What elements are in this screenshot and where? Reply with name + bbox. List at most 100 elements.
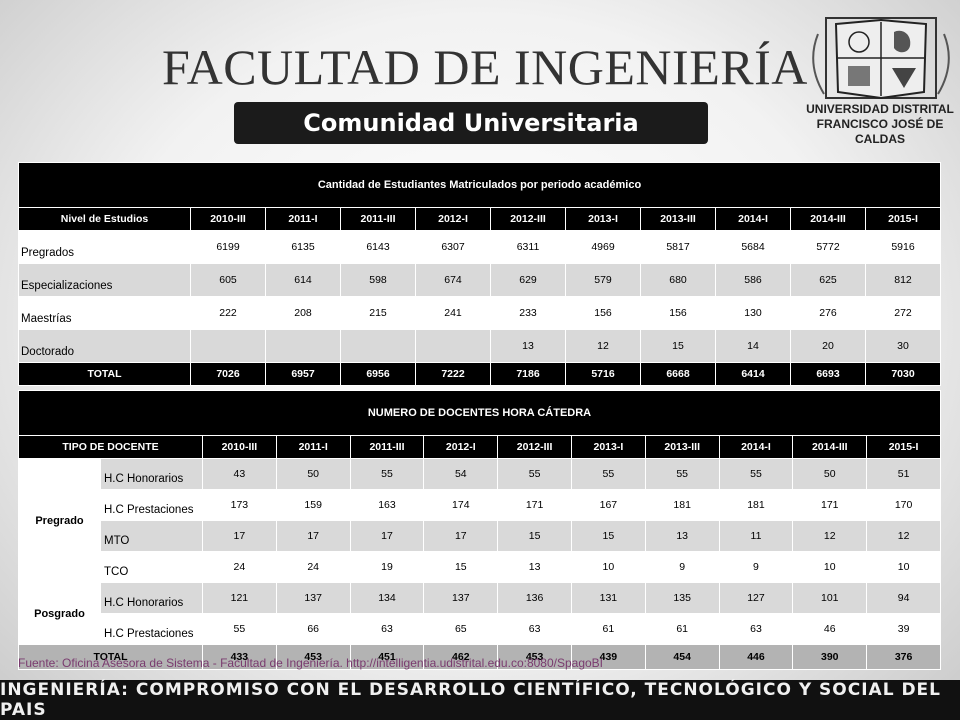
total-row: TOTAL 7026 6957 6956 7222 7186 5716 6668… <box>18 362 942 386</box>
column-header: 2013-III <box>640 207 716 231</box>
teachers-table: NUMERO DE DOCENTES HORA CÁTEDRA TIPO DE … <box>18 390 941 670</box>
total-cell: 6956 <box>340 362 416 386</box>
table-cell: 163 <box>349 489 425 521</box>
footer-banner: INGENIERÍA: COMPROMISO CON EL DESARROLLO… <box>0 680 960 720</box>
table-cell: 66 <box>275 613 351 645</box>
table-cell: 39 <box>866 613 941 645</box>
table-cell: 625 <box>790 263 866 297</box>
table-row: Especializaciones 605 614 598 674 629 57… <box>18 263 942 297</box>
table-cell: 167 <box>570 489 646 521</box>
table-row: MTO 17 17 17 17 15 15 13 11 12 12 <box>19 520 941 552</box>
table-cell: 63 <box>497 613 572 645</box>
total-cell: 7186 <box>490 362 566 386</box>
table-cell: 24 <box>202 551 277 583</box>
table-cell: 13 <box>644 520 720 552</box>
table-cell: 9 <box>718 551 794 583</box>
total-cell: 6668 <box>640 362 716 386</box>
table-cell: 171 <box>497 489 572 521</box>
table-cell: 6311 <box>490 230 566 264</box>
table-cell: 6143 <box>340 230 416 264</box>
table-cell: 17 <box>349 520 425 552</box>
table-cell: 9 <box>644 551 720 583</box>
table-cell: 30 <box>864 329 942 363</box>
column-header: 2013-I <box>570 435 646 459</box>
column-header: 2012-III <box>490 207 566 231</box>
table-cell <box>190 329 266 363</box>
table-cell: 215 <box>340 296 416 330</box>
row-label: TCO <box>100 551 203 583</box>
table-cell: 812 <box>864 263 942 297</box>
table-cell: 156 <box>565 296 641 330</box>
column-header: 2013-III <box>644 435 720 459</box>
table-cell: 135 <box>644 582 720 614</box>
row-label: H.C Honorarios <box>100 582 203 614</box>
column-header: 2011-III <box>349 435 425 459</box>
table-cell: 55 <box>718 458 794 490</box>
table-cell: 14 <box>715 329 791 363</box>
table-row: H.C Prestaciones 55 66 63 65 63 61 61 63… <box>19 613 941 645</box>
table-cell: 55 <box>644 458 720 490</box>
column-header: 2011-I <box>275 435 351 459</box>
table-cell: 17 <box>202 520 277 552</box>
row-label: H.C Prestaciones <box>100 613 203 645</box>
section-subtitle: Comunidad Universitaria <box>234 102 708 144</box>
table-cell: 15 <box>640 329 716 363</box>
table-cell: 208 <box>265 296 341 330</box>
table-cell: 61 <box>644 613 720 645</box>
total-cell: 6693 <box>790 362 866 386</box>
table-cell: 24 <box>275 551 351 583</box>
table-cell: 13 <box>497 551 572 583</box>
table-cell: 680 <box>640 263 716 297</box>
total-cell: 453 <box>275 644 351 670</box>
table-cell: 171 <box>792 489 868 521</box>
table-cell: 4969 <box>565 230 641 264</box>
table-cell: 181 <box>718 489 794 521</box>
table-cell: 5916 <box>864 230 942 264</box>
column-header: 2014-I <box>715 207 791 231</box>
table-cell: 61 <box>570 613 646 645</box>
table-cell: 614 <box>265 263 341 297</box>
page-title: FACULTAD DE INGENIERÍA <box>162 39 808 95</box>
total-cell: 454 <box>644 644 720 670</box>
column-header: 2011-III <box>340 207 416 231</box>
table-row: TCO 24 24 19 15 13 10 9 9 10 10 <box>19 551 941 583</box>
column-header: 2010-III <box>202 435 277 459</box>
table-row: H.C Prestaciones 173 159 163 174 171 167… <box>19 489 941 521</box>
table-cell: 222 <box>190 296 266 330</box>
column-header: 2011-I <box>265 207 341 231</box>
total-label: TOTAL <box>18 362 191 386</box>
table-cell: 11 <box>718 520 794 552</box>
group-label: Pregrado <box>18 458 101 583</box>
table-cell: 173 <box>202 489 277 521</box>
university-crest-icon <box>806 14 956 154</box>
total-cell: 439 <box>570 644 646 670</box>
table-cell: 241 <box>415 296 491 330</box>
column-header: 2014-III <box>790 207 866 231</box>
table-cell: 17 <box>423 520 499 552</box>
table-cell: 55 <box>202 613 277 645</box>
table-cell: 586 <box>715 263 791 297</box>
table-cell: 17 <box>275 520 351 552</box>
table-cell: 137 <box>275 582 351 614</box>
total-row: TOTAL 433 453 451 462 453 439 454 446 39… <box>18 644 941 670</box>
table-cell: 54 <box>423 458 499 490</box>
table-cell: 63 <box>349 613 425 645</box>
table-cell: 605 <box>190 263 266 297</box>
row-label: H.C Prestaciones <box>100 489 203 521</box>
table-cell: 55 <box>349 458 425 490</box>
row-label: Maestrías <box>18 296 191 330</box>
table-cell: 50 <box>275 458 351 490</box>
table-cell: 10 <box>866 551 941 583</box>
table-cell: 5772 <box>790 230 866 264</box>
table-cell: 131 <box>570 582 646 614</box>
total-cell: 433 <box>202 644 277 670</box>
total-cell: 390 <box>792 644 868 670</box>
table-cell: 12 <box>866 520 941 552</box>
column-header: 2012-III <box>497 435 572 459</box>
total-label: TOTAL <box>18 644 203 670</box>
row-label: MTO <box>100 520 203 552</box>
table-cell: 63 <box>718 613 794 645</box>
students-corner-header: Nivel de Estudios <box>18 207 191 231</box>
university-name: UNIVERSIDAD DISTRITAL FRANCISCO JOSÉ DE … <box>800 102 960 147</box>
total-cell: 6957 <box>265 362 341 386</box>
